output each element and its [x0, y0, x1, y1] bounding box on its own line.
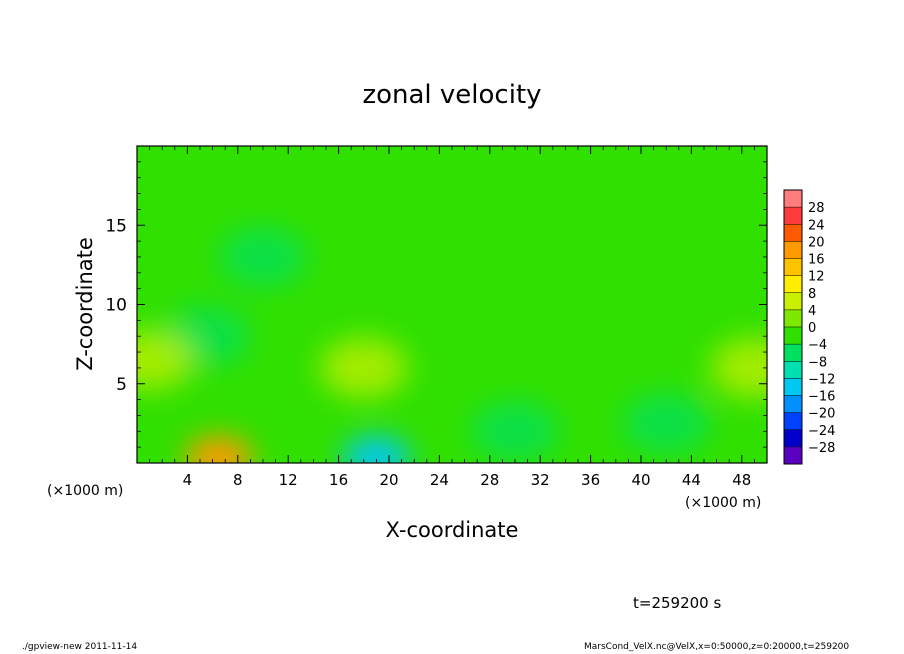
y-unit-label: (×1000 m) [47, 483, 123, 499]
colorbar-segment-5 [784, 275, 802, 294]
colorbar-segment-8 [784, 327, 802, 345]
x-tick-label-44: 44 [682, 471, 701, 489]
colorbar-label-4: 12 [808, 270, 825, 285]
x-tick-label-32: 32 [531, 471, 550, 489]
colorbar-label-7: 0 [808, 321, 816, 336]
colorbar-segment-1 [784, 207, 802, 225]
time-label: t=259200 s [633, 594, 722, 612]
colorbar-label-12: −20 [808, 407, 835, 422]
colorbar-segment-10 [784, 361, 802, 379]
colorbar-segment-15 [784, 446, 802, 465]
field-feature-6 [622, 393, 711, 454]
colorbar-segment-2 [784, 224, 802, 242]
colorbar-segment-9 [784, 344, 802, 362]
x-tick-label-48: 48 [732, 471, 751, 489]
x-tick-label-8: 8 [233, 471, 243, 489]
colorbar-label-5: 8 [808, 287, 816, 302]
field-feature-8 [137, 329, 194, 390]
colorbar-segment-6 [784, 292, 802, 311]
colorbar-segment-11 [784, 378, 802, 396]
field-feature-5 [471, 401, 559, 462]
footer-left: ./gpview-new 2011-11-14 [22, 642, 138, 652]
colorbar-label-13: −24 [808, 424, 835, 439]
colorbar: 28 24 20 16 12 8 4 0 −4 −8 −12 −16 −20 −24 −28 [783, 189, 835, 465]
field-feature-3 [319, 337, 408, 398]
footer-right: MarsCond_VelX.nc@VelX,x=0:50000,z=0:2000… [584, 642, 850, 652]
y-tick-label-10: 10 [105, 296, 127, 316]
colorbar-label-3: 16 [808, 253, 825, 268]
field-features [137, 226, 767, 463]
field-feature-1 [342, 436, 411, 463]
x-tick-label-40: 40 [631, 471, 650, 489]
colorbar-segment-7 [784, 309, 802, 328]
colorbar-segment-13 [784, 412, 802, 431]
y-tick-label-15: 15 [105, 216, 127, 236]
colorbar-segment-3 [784, 241, 802, 259]
y-axis-ticks: 5 10 15 [105, 161, 767, 448]
colorbar-label-9: −8 [808, 355, 827, 370]
colorbar-segment-14 [784, 429, 802, 448]
x-tick-label-12: 12 [279, 471, 298, 489]
y-tick-label-5: 5 [116, 375, 127, 395]
colorbar-label-10: −12 [808, 372, 835, 387]
colorbar-segment-0 [784, 190, 802, 208]
x-tick-label-28: 28 [480, 471, 499, 489]
x-tick-label-4: 4 [183, 471, 193, 489]
colorbar-segment-12 [784, 395, 802, 414]
colorbar-label-2: 20 [808, 235, 825, 250]
x-unit-label: (×1000 m) [685, 495, 761, 511]
x-tick-label-24: 24 [430, 471, 449, 489]
plot-area [137, 146, 767, 463]
colorbar-label-1: 24 [808, 218, 825, 233]
x-tick-label-36: 36 [581, 471, 600, 489]
x-axis-label: X-coordinate [386, 518, 519, 542]
y-axis-label: Z-coordinate [73, 237, 97, 371]
field-feature-4 [219, 226, 307, 287]
colorbar-segment-4 [784, 258, 802, 277]
x-tick-label-16: 16 [329, 471, 348, 489]
field-feature-7 [710, 337, 767, 398]
colorbar-label-8: −4 [808, 338, 827, 353]
x-tick-label-20: 20 [379, 471, 398, 489]
field-feature-0 [184, 436, 253, 463]
colorbar-label-0: 28 [808, 201, 825, 216]
colorbar-label-11: −16 [808, 390, 835, 405]
x-axis-ticks: 4 8 12 16 20 24 28 32 36 40 44 48 [149, 146, 755, 489]
chart-title: zonal velocity [362, 80, 541, 110]
colorbar-label-14: −28 [808, 441, 835, 456]
colorbar-label-6: 4 [808, 304, 816, 319]
